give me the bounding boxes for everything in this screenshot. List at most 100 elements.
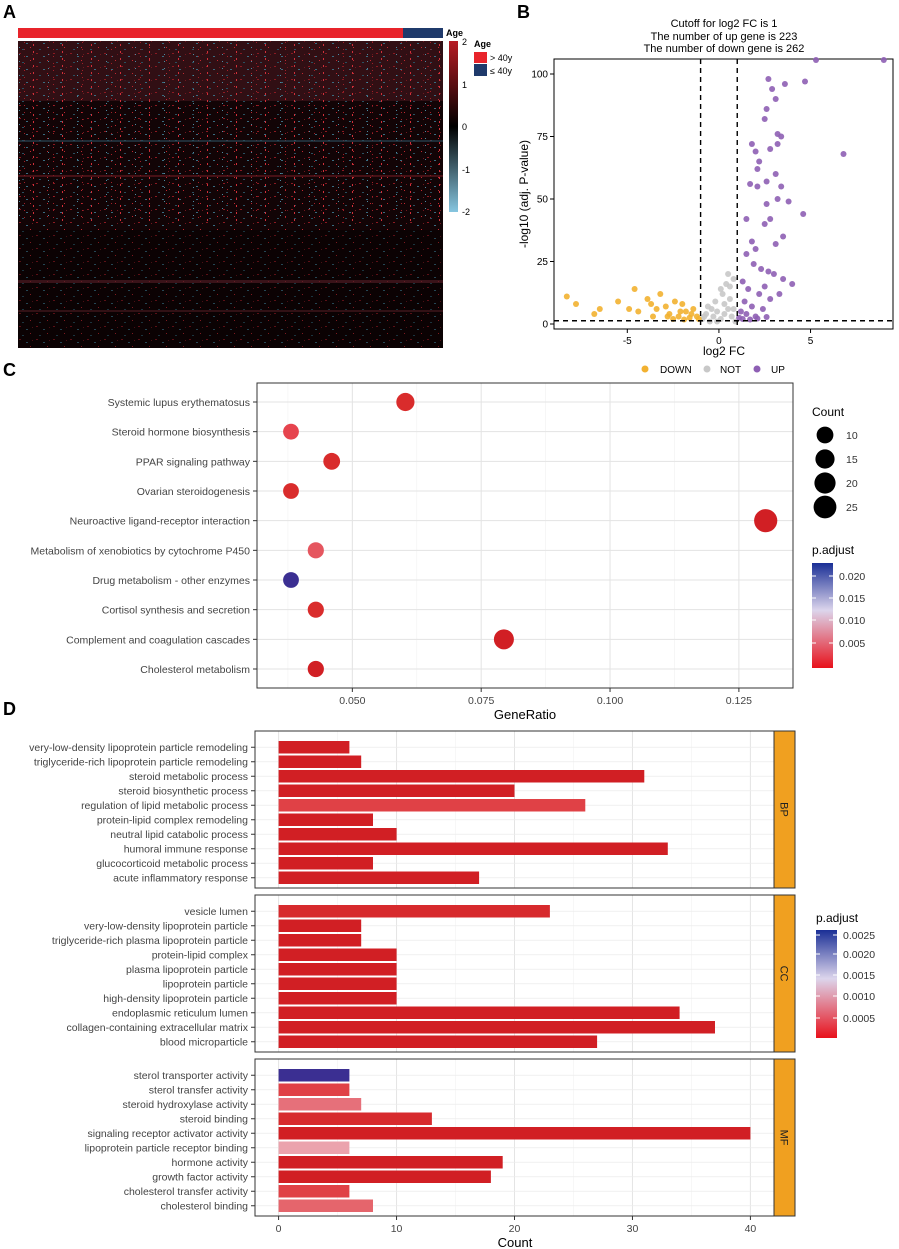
volcano-point-up [747, 181, 754, 187]
bar-category-label: cholesterol binding [160, 1200, 248, 1212]
dotplot-category-label: Complement and coagulation cascades [66, 634, 250, 646]
volcano-point-up [761, 283, 768, 290]
bar [278, 1141, 350, 1154]
volcano-point-down [631, 286, 638, 292]
volcano-point-down [690, 306, 697, 312]
volcano-point-not [714, 318, 721, 325]
volcano-xlabel: log2 FC [703, 344, 745, 358]
legend-label-down: DOWN [660, 365, 692, 376]
dotplot-category-label: Steroid hormone biosynthesis [112, 427, 250, 439]
volcano-title-line: Cutoff for log2 FC is 1 [671, 18, 778, 30]
volcano-point-not [730, 306, 737, 312]
panel-c: C Systemic lupus erythematosus Steroid ho… [3, 360, 865, 722]
volcano-point-down [635, 308, 642, 315]
volcano-x-tick-label: 0 [716, 336, 722, 347]
volcano-y-tick-label: 25 [537, 257, 549, 268]
volcano-point-up [774, 196, 781, 202]
panel-b-label: B [517, 2, 530, 22]
bar [278, 977, 397, 990]
bar-category-label: humoral immune response [124, 843, 248, 855]
bar-facet-strip-label: MF [778, 1130, 790, 1146]
volcano-point-up [765, 76, 772, 82]
dotplot-point [396, 392, 415, 412]
dotplot-point [307, 660, 324, 678]
volcano-legend: DOWN NOT UP [641, 365, 785, 376]
bar-color-legend-tick-label: 0.0010 [843, 991, 875, 1003]
volcano-point-down [677, 308, 684, 315]
color-legend-bar [812, 563, 833, 668]
volcano-point-up [770, 271, 777, 277]
bar [278, 755, 362, 768]
volcano-point-down [644, 296, 651, 302]
bar [278, 934, 362, 947]
volcano-point-up [754, 183, 761, 190]
bar-category-label: lipoprotein particle [163, 978, 248, 990]
bar [278, 784, 515, 797]
volcano-point-up [767, 296, 774, 302]
bar-color-legend-tick-label: 0.0025 [843, 930, 875, 942]
volcano-point-up [778, 133, 785, 140]
dotplot-xlabel: GeneRatio [494, 707, 556, 722]
bar-category-label: triglyceride-rich lipoprotein particle r… [34, 756, 248, 768]
dotplot-point [283, 483, 299, 499]
bar [278, 1170, 491, 1183]
volcano-point-up [776, 291, 783, 297]
dotplot-category-label: Cholesterol metabolism [140, 664, 250, 676]
volcano-point-up [759, 306, 766, 312]
panel-a: A Age 2 1 0 -1 -2 Age > 40y ≤ 40y [3, 2, 513, 348]
bar-panels: very-low-density lipoprotein particle re… [29, 730, 796, 1217]
bar-category-label: sterol transporter activity [134, 1070, 249, 1082]
volcano-point-down [681, 316, 688, 323]
bar-facet-cc: vesicle lumen very-low-density lipoprotei… [52, 894, 796, 1053]
color-legend-tick-label: 0.005 [839, 638, 865, 650]
volcano-point-up [754, 166, 761, 172]
volcano-point-up [743, 311, 750, 317]
bar-facet-bp: very-low-density lipoprotein particle re… [29, 730, 796, 889]
dotplot-point [307, 601, 324, 618]
volcano-point-not [721, 301, 728, 307]
size-legend-dot [813, 495, 837, 519]
bar [278, 799, 586, 812]
volcano-point-up [763, 106, 770, 112]
bar [278, 1127, 751, 1140]
volcano-point-down [563, 293, 570, 300]
dotplot-point [283, 423, 299, 440]
bar-category-label: glucocorticoid metabolic process [96, 858, 248, 870]
volcano-point-up [840, 151, 847, 157]
volcano-point-up [748, 303, 755, 310]
heatmap-scale-tick: 1 [462, 80, 467, 90]
size-legend-label: 25 [846, 502, 858, 514]
bar-category-label: blood microparticle [160, 1036, 248, 1048]
dotplot-x-tick-label: 0.050 [339, 695, 365, 707]
volcano-point-up [743, 216, 750, 222]
bar [278, 1035, 598, 1048]
volcano-point-up [758, 266, 765, 272]
bar-category-label: regulation of lipid metabolic process [81, 800, 248, 812]
bar-category-label: acute inflammatory response [113, 872, 248, 884]
bar [278, 1112, 432, 1125]
volcano-point-up [772, 171, 779, 177]
heatmap-annotation-title: Age [446, 28, 463, 38]
bar [278, 1006, 680, 1019]
bar-category-label: lipoprotein particle receptor binding [85, 1142, 249, 1154]
bar-category-label: growth factor activity [152, 1171, 248, 1183]
bar-color-legend-bar [816, 930, 837, 1038]
heatmap-scale-tick: -1 [462, 165, 470, 175]
volcano-point-up [747, 316, 754, 323]
bar-facet-mf: sterol transporter activity sterol transf… [85, 1058, 796, 1217]
size-legend-dot [816, 426, 834, 444]
bar-facet-strip [773, 730, 796, 889]
legend-label-up: UP [771, 365, 785, 376]
size-legend-label: 10 [846, 430, 858, 442]
volcano-point-down [653, 306, 660, 312]
volcano-y-tick-label: 0 [542, 320, 548, 331]
volcano-point-up [750, 261, 757, 267]
dotplot-category-label: Cortisol synthesis and secretion [102, 605, 250, 617]
volcano-title-line: The number of down gene is 262 [644, 43, 805, 55]
volcano-y-tick-label: 75 [537, 132, 549, 143]
heatmap-annotation-over-40 [18, 28, 403, 38]
volcano-point-up [756, 291, 763, 297]
volcano-point-up [780, 233, 787, 240]
